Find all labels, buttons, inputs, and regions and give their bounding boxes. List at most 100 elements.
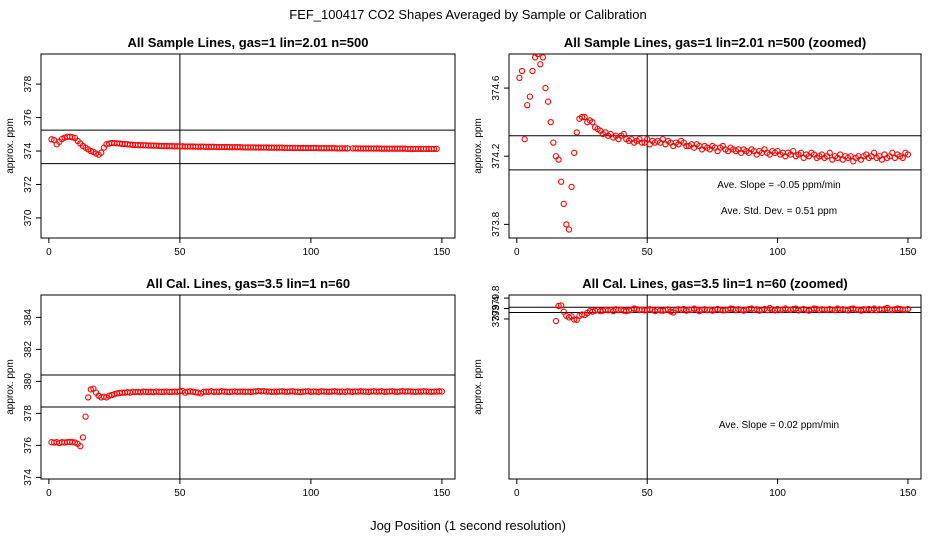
data-point [646,306,653,313]
data-point [98,149,105,156]
panels: All Sample Lines, gas=1 lin=2.01 n=500 0 5… [5,35,922,499]
x-tick-label: 100 [303,488,320,499]
plot-frame [508,294,922,480]
figure-xlabel: Jog Position (1 second resolution) [370,518,566,533]
data-point [433,145,440,152]
x-tick-label: 0 [46,488,52,499]
data-points [552,302,912,325]
data-point [430,145,438,152]
y-tick-label: 374 [23,469,34,486]
data-point [539,54,547,61]
y-tick-label: 373.8 [491,211,502,236]
y-axis-label: approx. ppm [473,118,484,174]
data-point [534,54,541,58]
data-point [560,200,567,208]
data-point [521,136,528,143]
chart-title: All Sample Lines, gas=1 lin=2.01 n=500 [128,35,369,50]
data-point [552,317,560,325]
x-tick-label: 150 [434,247,451,258]
y-tick-label: 379.4 [491,296,502,321]
data-point [571,149,578,156]
y-axis-label: approx. ppm [5,359,16,415]
data-point [902,306,909,314]
x-tick-label: 150 [434,488,451,499]
data-point [899,154,906,162]
x-tick-label: 50 [642,247,654,258]
plot-frame [40,53,456,239]
data-point [573,129,580,136]
y-axis-label: approx. ppm [473,359,484,415]
data-point [341,145,349,152]
data-point [526,93,534,100]
chart-annotation: Ave. Slope = -0.05 ppm/min [717,180,841,191]
figure-title: FEF_100417 CO2 Shapes Averaged by Sample… [289,7,646,22]
y-tick-label: 374 [23,142,34,159]
data-point [555,156,562,163]
data-point [544,98,552,105]
data-point [79,434,87,441]
data-point [571,316,578,323]
x-tick-label: 100 [303,247,320,258]
x-tick-label: 0 [514,247,520,258]
plot-frame [40,294,456,480]
y-axis-label: approx. ppm [5,118,16,174]
data-point [790,147,797,155]
chart-title: All Cal. Lines, gas=3.5 lin=1 n=60 (zoom… [582,276,848,291]
data-point [638,139,646,146]
data-points [48,385,446,450]
x-tick-label: 100 [769,247,786,258]
y-tick-label: 372 [23,176,34,193]
chart-title: All Sample Lines, gas=1 lin=2.01 n=500 (… [564,35,866,50]
chart-panel-4: All Cal. Lines, gas=3.5 lin=1 n=60 (zoom… [473,276,922,499]
y-tick-label: 378 [23,75,34,92]
y-tick-label: 378 [23,405,34,422]
x-tick-label: 100 [769,488,786,499]
data-point [550,139,557,146]
data-point [565,226,573,233]
x-tick-label: 0 [46,247,52,258]
data-point [438,388,446,395]
data-point [870,149,878,156]
chart-panel-1: All Sample Lines, gas=1 lin=2.01 n=500 0 5… [5,35,456,258]
data-point [558,178,565,185]
y-tick-label: 370 [23,209,34,226]
data-point [77,443,84,450]
plot-frame [508,53,922,239]
y-tick-label: 380 [23,373,34,390]
data-point [547,118,554,126]
data-point [581,113,588,121]
x-tick-label: 150 [900,247,917,258]
data-point [625,307,633,314]
y-tick-label: 379 [491,310,502,327]
chart-annotation: Ave. Std. Dev. = 0.51 ppm [721,206,837,217]
data-point [436,388,443,395]
data-point [82,413,89,420]
y-tick-label: 374.6 [491,75,502,100]
data-point [542,84,549,92]
data-point [620,130,627,138]
chart-title: All Cal. Lines, gas=3.5 lin=1 n=60 [146,276,350,291]
y-tick-label: 376 [23,109,34,126]
data-points [516,54,912,233]
chart-panel-3: All Cal. Lines, gas=3.5 lin=1 n=60 0 50 100… [5,276,456,499]
x-tick-label: 0 [514,488,520,499]
x-tick-label: 50 [174,247,186,258]
data-point [904,305,912,313]
chart-annotation: Ave. Slope = 0.02 ppm/min [719,420,839,431]
data-point [568,183,575,191]
data-point [555,302,562,310]
y-tick-label: 374.2 [491,143,502,168]
data-point [516,74,523,82]
data-points [48,133,440,158]
data-point [69,134,76,141]
data-point [589,118,596,126]
y-tick-label: 376 [23,437,34,454]
x-tick-label: 50 [642,488,654,499]
x-tick-label: 150 [900,488,917,499]
data-point [578,113,586,121]
data-point [904,151,912,158]
data-point [85,394,92,401]
data-point [826,149,833,156]
